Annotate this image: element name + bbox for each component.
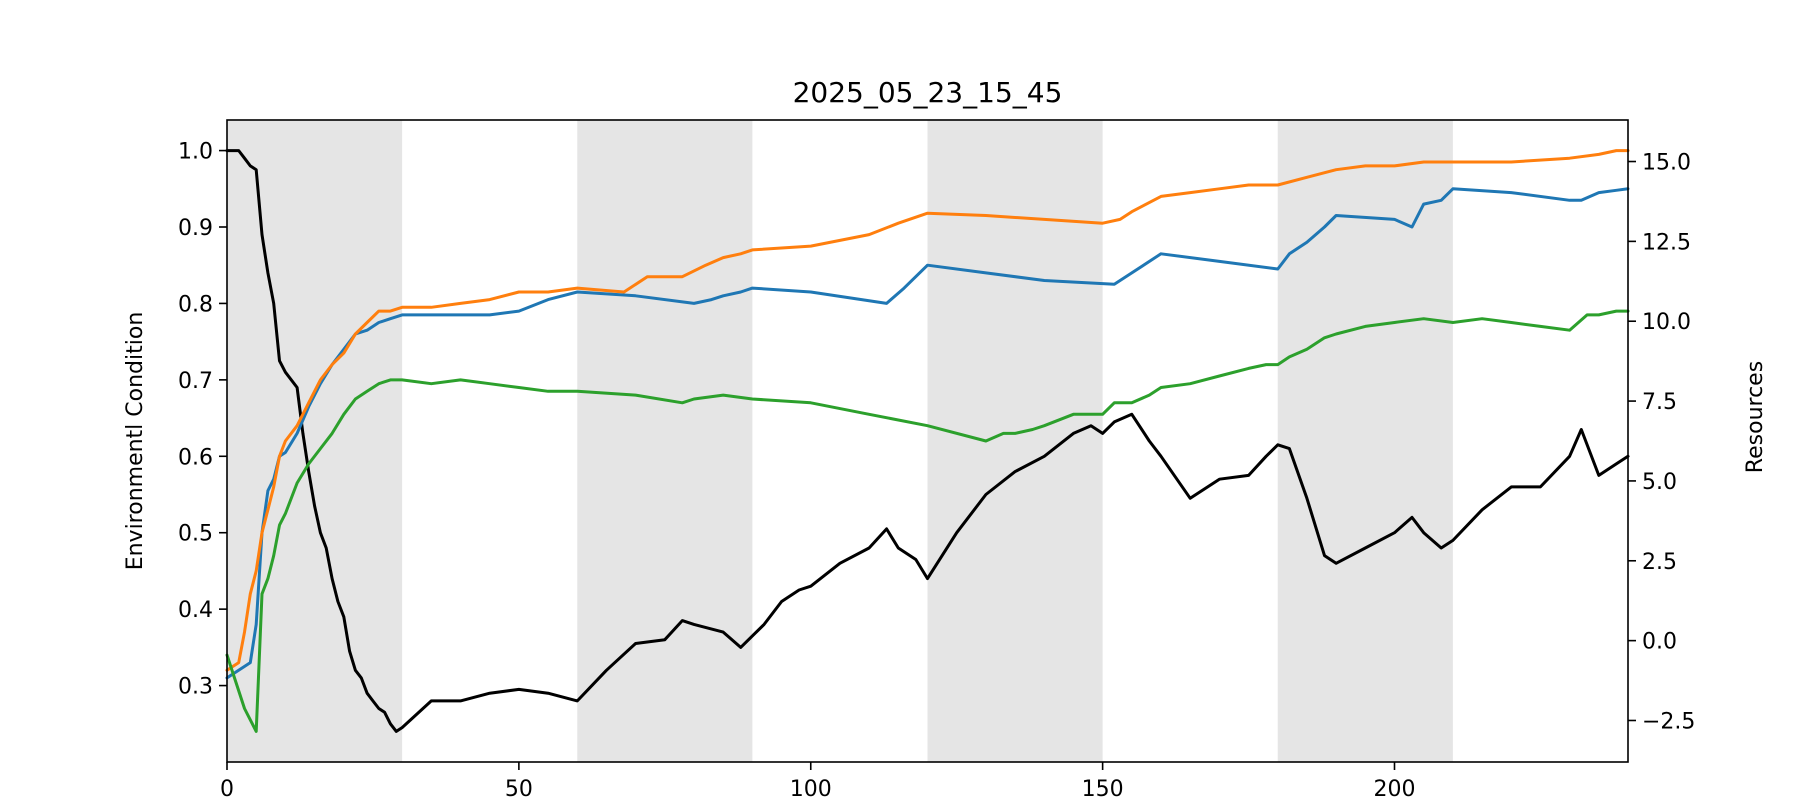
x-axis-ticks: 0 50 100 150 200 [220,762,1416,800]
y2-tick-label: 5.0 [1642,470,1677,495]
y-tick-label: 1.0 [178,140,213,165]
shaded-band-1 [577,120,753,762]
right-y-axis-label: Resources [1743,361,1768,473]
shaded-band-2 [927,120,1103,762]
shaded-bands [227,120,1453,762]
series-line-3 [225,309,1630,733]
chart-title: 2025_05_23_15_45 [793,76,1063,109]
y2-tick-label: 0.0 [1642,630,1677,655]
y-tick-label: 0.3 [178,675,213,700]
y-tick-label: 0.5 [178,522,213,547]
x-tick-label: 100 [790,777,832,800]
x-tick-label: 50 [505,777,533,800]
left-y-axis-ticks: 0.3 0.4 0.5 0.6 0.7 0.8 0.9 1.0 [178,140,227,700]
y2-tick-label: 15.0 [1642,151,1691,176]
right-y-axis-ticks: −2.5 0.0 2.5 5.0 7.5 10.0 12.5 15.0 [1628,151,1695,734]
y-tick-label: 0.9 [178,216,213,241]
shaded-band-0 [227,120,403,762]
y-tick-label: 0.4 [178,598,213,623]
y-tick-label: 0.6 [178,445,213,470]
y-tick-label: 0.8 [178,292,213,317]
y-tick-label: 0.7 [178,369,213,394]
series-line-2 [225,149,1630,672]
left-y-axis-label: Environmentl Condition [123,312,148,571]
x-tick-label: 150 [1082,777,1124,800]
y2-tick-label: 2.5 [1642,550,1677,575]
series-line-1 [225,187,1630,680]
series-lines [225,149,1630,733]
plot-frame [226,119,1629,763]
shaded-band-3 [1277,120,1453,762]
y2-tick-label: 12.5 [1642,230,1691,255]
y2-tick-label: 7.5 [1642,390,1677,415]
series-line-0 [225,149,1630,733]
x-tick-label: 0 [220,777,234,800]
x-tick-label: 200 [1374,777,1416,800]
y2-tick-label: 10.0 [1642,310,1691,335]
y2-tick-label: −2.5 [1642,709,1695,734]
